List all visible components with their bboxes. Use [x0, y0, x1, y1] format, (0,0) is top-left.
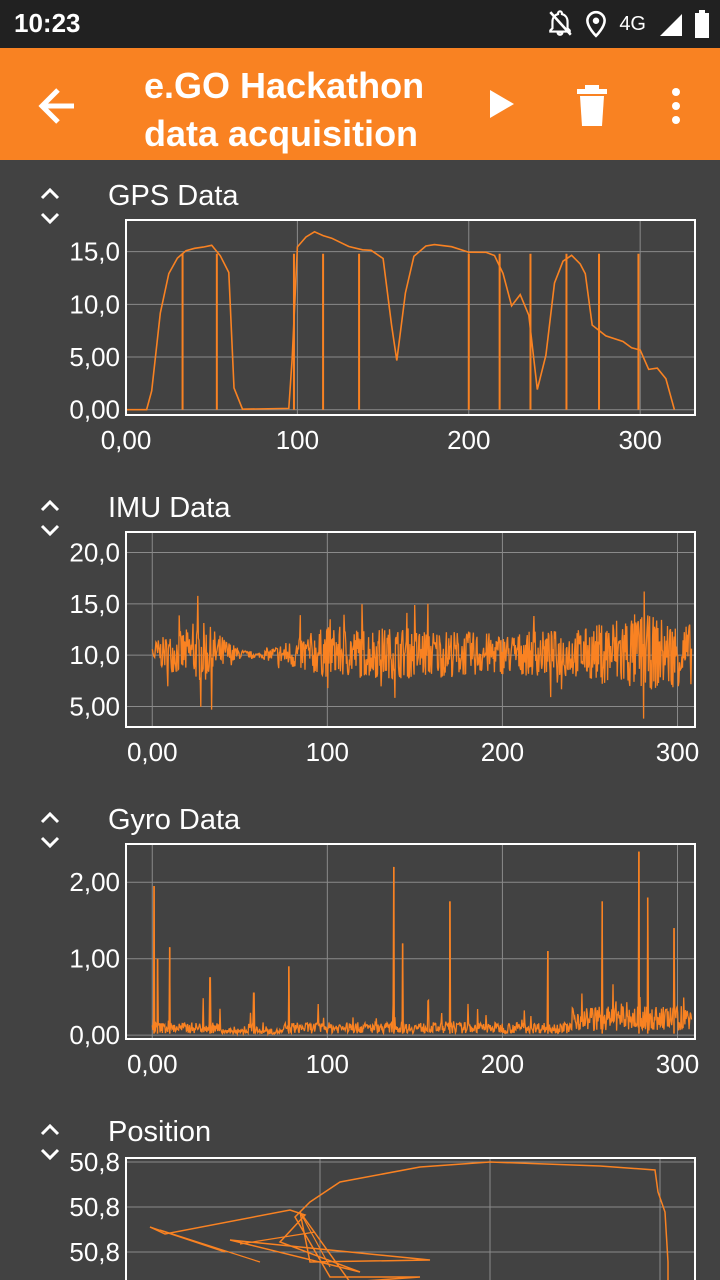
status-time: 10:23: [14, 8, 81, 38]
chart-title-gyro: Gyro Data: [108, 804, 241, 836]
chart-section-imu: IMU Data 5,00 10,0 15,0 20,0 0,00 100 200 300: [0, 488, 720, 778]
imu-frame: [125, 531, 696, 728]
gps-ytick-label: 15,0: [69, 237, 120, 267]
gps-xtick-label: 0,00: [101, 425, 152, 455]
chart-title-gps: GPS Data: [108, 180, 239, 212]
position-track-line: [149, 1161, 669, 1280]
imu-xtick-label: 300: [656, 737, 699, 767]
imu-xtick-label: 0,00: [127, 737, 178, 767]
pos-ytick-label: 50,8: [69, 1192, 120, 1222]
pos-ytick-label: 50,8: [69, 1147, 120, 1177]
gyro-ytick-label: 0,00: [69, 1020, 120, 1050]
gyro-xtick-label: 0,00: [127, 1049, 178, 1079]
notifications-off-icon: [549, 10, 573, 36]
chart-section-position: Position 50,8 50,8 50,8: [0, 1112, 720, 1280]
gps-ytick-label: 10,0: [69, 289, 120, 319]
position-chart: 50,8 50,8 50,8: [69, 1147, 696, 1280]
imu-ytick-label: 20,0: [69, 538, 120, 568]
chart-title-imu: IMU Data: [108, 492, 231, 524]
gyro-xtick-label: 200: [481, 1049, 524, 1079]
position-track-segment: [149, 1211, 331, 1268]
gps-xtick-label: 200: [447, 425, 490, 455]
gps-frame: [125, 219, 696, 416]
gyro-ytick-label: 2,00: [69, 867, 120, 897]
gyro-frame: [125, 843, 696, 1040]
more-options-button[interactable]: [660, 84, 692, 128]
imu-ytick-label: 15,0: [69, 589, 120, 619]
chart-title-position: Position: [108, 1116, 212, 1148]
expand-toggle-gps[interactable]: [36, 184, 64, 228]
status-icons: 4G: [547, 8, 710, 40]
gps-xtick-label: 100: [276, 425, 319, 455]
gyro-series-line: [151, 851, 693, 1037]
arrow-back-icon: [38, 88, 74, 124]
app-title-line2: data acquisition: [144, 113, 419, 154]
app-title: e.GO Hackathon data acquisition: [144, 62, 464, 158]
chart-section-gps: GPS Data 0,00 5,00 10,0 15,0 0,00 100 200 300: [0, 176, 720, 466]
gps-series-line: [126, 230, 676, 411]
unfold-icon: [40, 811, 60, 849]
unfold-icon: [40, 1123, 60, 1161]
gyro-chart: 0,00 1,00 2,00 0,00 100 200 300: [69, 843, 699, 1079]
play-button[interactable]: [480, 84, 520, 124]
imu-chart: 5,00 10,0 15,0 20,0 0,00 100 200 300: [69, 531, 699, 767]
chart-section-gyro: Gyro Data 0,00 1,00 2,00 0,00 100 200 300: [0, 800, 720, 1090]
battery-icon: [695, 10, 709, 38]
imu-xtick-label: 200: [481, 737, 524, 767]
gyro-xtick-label: 300: [656, 1049, 699, 1079]
unfold-icon: [40, 499, 60, 537]
status-bar: 10:23 4G: [0, 0, 720, 48]
network-type: 4G: [619, 12, 646, 35]
expand-toggle-position[interactable]: [36, 1120, 64, 1164]
gps-ytick-label: 5,00: [69, 342, 120, 372]
imu-xtick-label: 100: [306, 737, 349, 767]
pos-frame: [125, 1157, 696, 1280]
expand-toggle-gyro[interactable]: [36, 808, 64, 852]
gps-xtick-label: 300: [618, 425, 661, 455]
unfold-icon: [40, 187, 60, 225]
expand-toggle-imu[interactable]: [36, 496, 64, 540]
imu-series-line: [151, 591, 693, 719]
back-button[interactable]: [30, 84, 82, 128]
app-title-line1: e.GO Hackathon: [144, 65, 425, 106]
delete-button[interactable]: [572, 84, 612, 128]
play-icon: [490, 90, 514, 118]
imu-ytick-label: 10,0: [69, 640, 120, 670]
app-bar: e.GO Hackathon data acquisition: [0, 48, 720, 160]
signal-icon: [660, 14, 682, 36]
more-vert-icon: [672, 88, 680, 124]
gps-chart: 0,00 5,00 10,0 15,0 0,00 100 200 300: [69, 219, 696, 455]
gps-ytick-label: 0,00: [69, 395, 120, 425]
imu-ytick-label: 5,00: [69, 691, 120, 721]
trash-icon: [577, 85, 607, 126]
gyro-xtick-label: 100: [306, 1049, 349, 1079]
gyro-ytick-label: 1,00: [69, 944, 120, 974]
pos-ytick-label: 50,8: [69, 1237, 120, 1267]
location-icon: [586, 10, 607, 38]
